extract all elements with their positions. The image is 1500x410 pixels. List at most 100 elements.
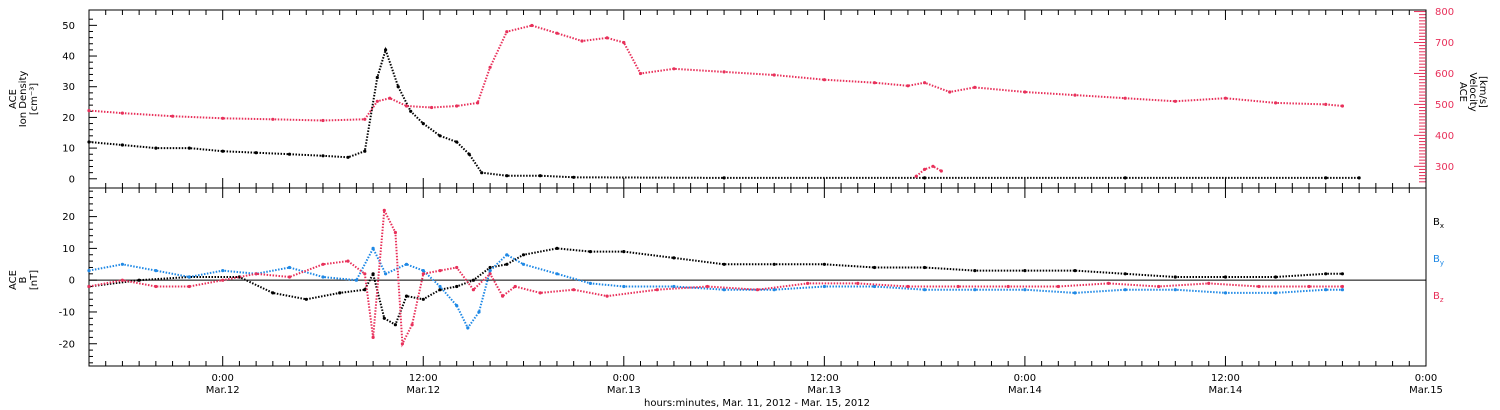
data-point [87,284,91,289]
field-axis: -20 -10 0 10 20 [59,190,97,364]
data-point [1173,275,1177,279]
data-point [638,71,643,76]
velocity-ylabel-1: ACE [1457,82,1468,102]
density-tick-label: 10 [62,144,75,155]
field-tick-label: 10 [62,244,75,255]
data-point [171,114,175,118]
data-point [321,154,325,158]
data-point [1324,288,1328,292]
data-point [505,30,509,34]
data-point [396,85,400,89]
data-point [856,281,860,285]
top-data [87,23,1361,180]
data-point [187,284,191,289]
data-point [1106,281,1111,285]
time-tick-date: Mar.13 [607,385,641,396]
data-point [1073,269,1077,273]
data-point [221,116,225,120]
data-point [605,294,609,298]
data-point [154,284,158,289]
data-point [480,171,484,175]
data-point [287,265,292,270]
data-point [1223,291,1228,295]
data-point [404,104,409,108]
data-point [120,278,124,282]
data-point [455,104,459,108]
data-point [1157,284,1161,289]
data-point [304,297,308,301]
data-point [872,284,877,289]
series-line [88,24,1343,122]
data-point [513,284,517,289]
data-point [1324,176,1328,180]
data-point [956,284,960,289]
data-point [371,272,375,276]
data-point [923,167,927,171]
data-point [1257,284,1261,289]
data-point [1073,291,1077,295]
data-point [572,175,576,179]
field-tick-label: 20 [62,212,75,223]
data-point [1274,291,1278,295]
data-point [393,323,397,327]
data-point [221,269,225,273]
data-point [154,269,158,273]
data-point [923,176,927,180]
data-point [822,78,827,82]
top-panel: 0 10 20 30 40 50 300 400 500 600 700 800 ACE Ion D… [8,7,1488,189]
data-point [438,284,442,289]
data-point [505,253,509,257]
data-point [287,275,292,279]
data-point [187,146,191,150]
data-point [271,291,275,295]
data-point [872,265,877,270]
data-point [1340,288,1344,292]
series-line [88,206,1343,348]
time-tick-label: 12:00 [1211,373,1240,384]
data-point [400,342,404,346]
time-tick-date: Mar.13 [807,385,841,396]
data-point [471,288,475,292]
data-point [622,40,626,45]
data-point [421,272,425,276]
data-point [120,111,124,115]
data-point [120,143,124,147]
data-point [906,84,910,88]
data-point [555,246,559,250]
time-tick-date: Mar.14 [1008,385,1042,396]
data-point [755,288,760,292]
data-point [1357,176,1361,180]
velocity-ylabel-3: [km/s] [1477,76,1488,108]
data-point [521,262,526,266]
data-point [1340,272,1344,276]
data-point [321,118,325,123]
data-point [1023,288,1027,292]
data-point [1324,102,1328,106]
data-point [421,269,425,273]
data-point [477,310,481,314]
data-point [488,265,492,270]
legend-entry: Bx [1433,217,1444,230]
time-tick-date: Mar.14 [1209,385,1243,396]
density-tick-label: 0 [69,174,75,185]
data-point [1123,288,1127,292]
data-point [622,250,626,254]
data-point [438,269,442,273]
data-point [321,262,325,266]
data-point [580,39,584,43]
density-tick-label: 50 [62,21,75,32]
data-point [421,297,425,301]
data-point [346,259,350,263]
data-point [471,278,475,282]
data-point [87,140,91,144]
data-point [137,278,141,282]
data-point [622,284,626,289]
data-point [1223,96,1228,100]
data-point [923,81,927,85]
density-tick-label: 30 [62,82,75,93]
data-point [338,291,342,295]
time-tick-label: 0:00 [1014,373,1036,384]
data-point [438,134,442,138]
data-point [872,81,877,85]
data-point [1073,93,1077,97]
